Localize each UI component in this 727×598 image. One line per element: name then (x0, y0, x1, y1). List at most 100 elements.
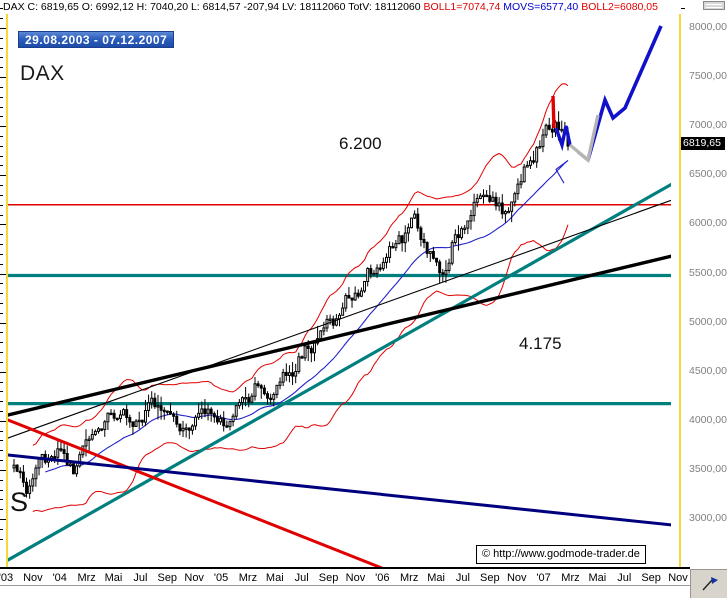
axis-tick (0, 28, 6, 29)
axis-tick (0, 420, 6, 422)
date-tick-label: Nov (668, 572, 688, 584)
price-tick-label: 4000,00 (689, 413, 727, 426)
axis-tick (0, 450, 4, 452)
axis-tick (0, 430, 4, 432)
date-tick-label: Jul (455, 572, 470, 584)
candlestick-series (12, 111, 570, 499)
axis-tick (0, 175, 6, 177)
axis-tick (0, 214, 4, 216)
axis-tick (0, 8, 4, 10)
axis-tick (0, 77, 6, 79)
axis-tick (0, 312, 4, 314)
date-tick-label: Mrz (77, 572, 96, 584)
axis-tick (0, 410, 4, 412)
indicator-movs: MOVS=6577,40 (503, 1, 579, 13)
axis-tick (0, 253, 4, 255)
date-tick-label: Mai (104, 572, 123, 584)
axis-tick (0, 67, 4, 69)
axis-tick (0, 47, 4, 49)
date-axis[interactable]: '03 Nov '04 Mrz Mai Jul Sep Nov '05 Mrz Mai Jul Sep N… (0, 567, 690, 597)
axis-tick (0, 18, 4, 20)
date-tick-label: Mai (427, 572, 445, 584)
price-tick-label: 5500,00 (689, 266, 727, 279)
date-tick-label: '07 (536, 572, 551, 584)
axis-tick (0, 469, 6, 471)
axis-tick (0, 528, 4, 530)
last-price-badge: 6819,65 (681, 136, 725, 150)
pointer-flag-icon[interactable] (702, 575, 720, 591)
price-plot-svg (8, 25, 671, 567)
axis-tick (0, 273, 6, 275)
date-tick-label: Mai (265, 572, 284, 584)
price-tick-label: 5000,00 (689, 315, 727, 328)
forecast-paths (551, 25, 663, 164)
wave-label-s: S (10, 487, 29, 517)
axis-tick (0, 519, 6, 520)
price-tick-label: 6500,00 (689, 168, 727, 181)
price-tick-label: 7500,00 (689, 70, 727, 83)
axis-tick (0, 371, 6, 373)
axis-tick (0, 185, 4, 187)
indicator-movs-value: 6577,40 (540, 1, 579, 13)
resistance-label: 6.200 (339, 134, 382, 153)
axis-tick (0, 116, 4, 118)
date-tick-label: Sep (480, 572, 500, 584)
moving-average-line (45, 160, 569, 473)
quote-bar: DAX C: 6819,65 O: 6992,12 H: 7040,20 L: … (0, 0, 727, 14)
axis-tick (0, 106, 4, 108)
date-tick-label: Jul (133, 572, 148, 584)
axis-tick (0, 37, 4, 39)
axis-tick (0, 145, 4, 147)
date-axis-line (0, 567, 690, 569)
date-tick-label: Mrz (238, 572, 258, 584)
price-tick-label: 3000,00 (689, 512, 727, 524)
axis-tick (0, 479, 4, 481)
date-tick-label: Mrz (561, 572, 580, 584)
price-tick-label: 4500,00 (689, 364, 727, 377)
price-tick-label: 7000,00 (689, 119, 727, 132)
axis-tick (0, 499, 4, 501)
bollinger-bands (32, 83, 569, 513)
date-tick-label: Jul (294, 572, 309, 584)
axis-tick (0, 96, 4, 98)
page-title: DAX (20, 62, 65, 85)
indicator-boll2: BOLL2=6080,05 (581, 1, 658, 13)
date-tick-label: '05 (213, 572, 229, 584)
axis-tick (0, 342, 4, 344)
support-label: 4.175 (519, 334, 562, 353)
indicator-boll2-value: 6080,05 (620, 1, 658, 13)
date-tick-label: Sep (318, 572, 339, 584)
date-tick-label: Mrz (400, 572, 419, 584)
axis-tick (0, 263, 4, 265)
axis-tick (0, 332, 4, 334)
left-tick-column (0, 8, 6, 567)
trendlines (8, 182, 671, 567)
date-tick-label: Nov (184, 572, 204, 584)
axis-tick (0, 440, 4, 442)
axis-tick (0, 509, 4, 511)
date-range-badge: 29.08.2003 - 07.12.2007 (18, 31, 175, 48)
date-tick-label: '04 (52, 572, 67, 584)
indicator-boll1-value: 7074,74 (462, 1, 501, 13)
date-axis-underline (0, 585, 690, 586)
price-tick-label: 6000,00 (689, 217, 727, 230)
axis-tick (0, 155, 4, 157)
left-axis-rail (6, 14, 8, 567)
axis-tick (0, 381, 4, 383)
price-axis[interactable]: 8000,00 7500,00 7000,00 6500,00 6000,00 5500,… (681, 14, 727, 567)
axis-tick (0, 126, 6, 128)
price-plot[interactable] (8, 14, 671, 567)
date-tick-label: Sep (157, 572, 178, 584)
axis-tick (0, 283, 4, 285)
axis-tick (0, 538, 4, 540)
axis-tick (0, 57, 4, 59)
date-tick-label: Mai (588, 572, 607, 584)
axis-tick (0, 244, 4, 246)
date-tick-label: Sep (641, 572, 661, 584)
axis-tick (0, 352, 4, 354)
scrollbar-nub[interactable] (703, 1, 725, 10)
date-tick-label: Nov (506, 572, 527, 584)
axis-tick (0, 302, 4, 304)
right-axis-rail (679, 14, 681, 567)
